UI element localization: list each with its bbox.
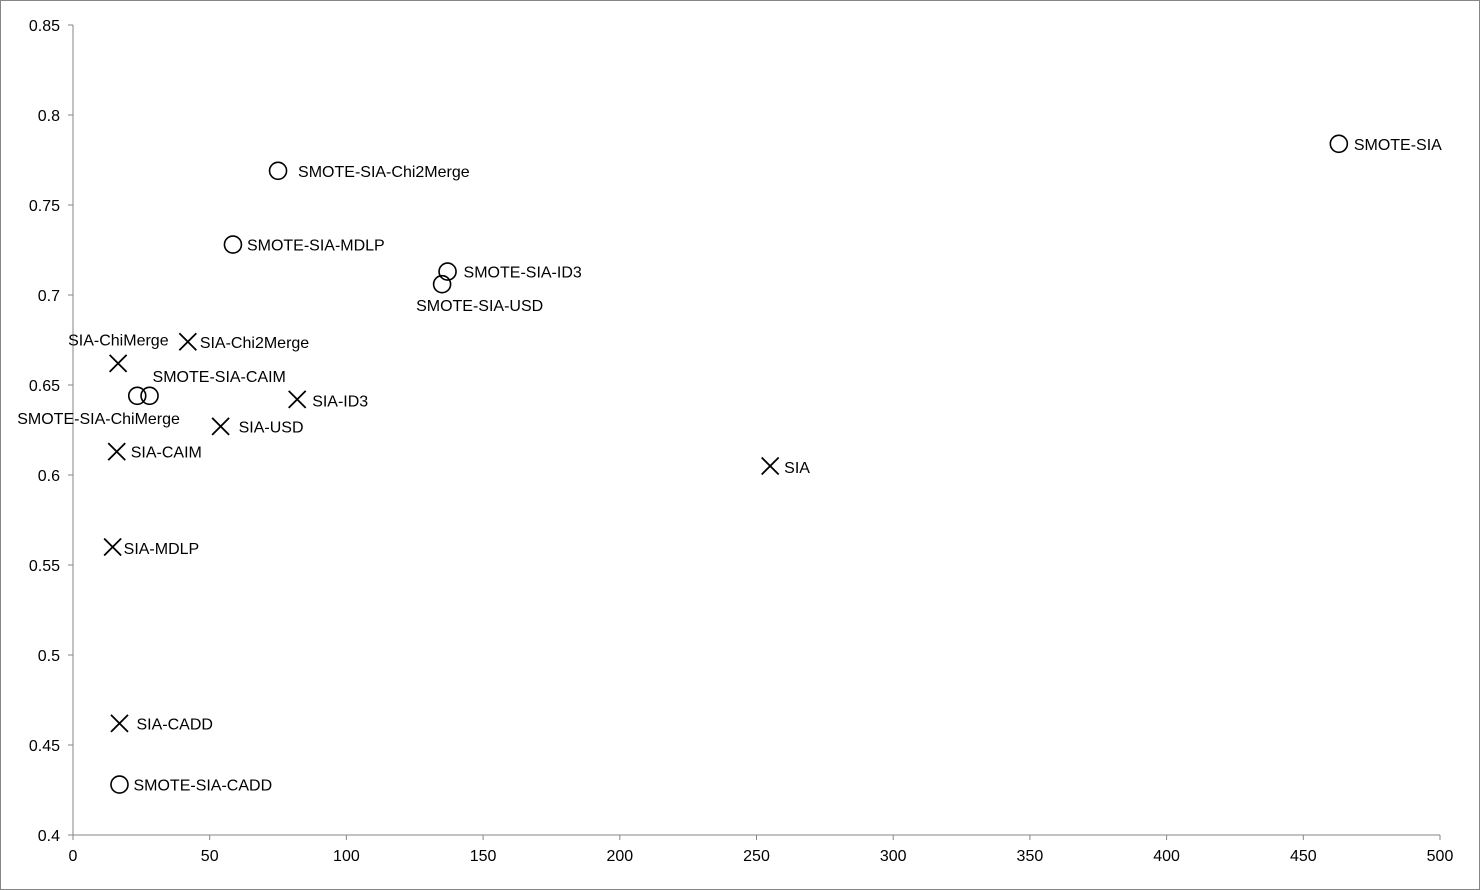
data-point: SMOTE-SIA-ChiMerge bbox=[17, 386, 180, 428]
x-tick-label: 300 bbox=[880, 848, 907, 865]
y-tick-label: 0.7 bbox=[38, 288, 60, 305]
x-marker bbox=[288, 390, 307, 409]
circle-marker bbox=[110, 775, 129, 794]
data-label: SMOTE-SIA-MDLP bbox=[247, 238, 385, 255]
data-label: SIA-MDLP bbox=[124, 541, 200, 558]
data-label: SMOTE-SIA bbox=[1354, 137, 1442, 154]
data-label: SIA-Chi2Merge bbox=[200, 335, 309, 352]
data-point: SIA-MDLP bbox=[103, 537, 200, 558]
data-label: SIA-USD bbox=[239, 419, 304, 436]
x-marker bbox=[108, 354, 128, 373]
x-tick-label: 250 bbox=[743, 848, 770, 865]
circle-marker bbox=[140, 386, 159, 406]
data-point: SIA-ChiMerge bbox=[68, 332, 169, 373]
data-point: SMOTE-SIA-USD bbox=[416, 274, 543, 315]
circle-marker bbox=[1329, 134, 1349, 154]
data-point: SMOTE-SIA-CAIM bbox=[140, 369, 286, 406]
data-point: SIA bbox=[761, 456, 810, 477]
data-label: SMOTE-SIA-CADD bbox=[133, 778, 272, 795]
data-label: SMOTE-SIA-USD bbox=[416, 298, 543, 315]
circle-marker bbox=[268, 161, 288, 181]
x-marker bbox=[178, 332, 197, 351]
y-tick-label: 0.5 bbox=[38, 648, 60, 665]
x-tick-label: 150 bbox=[470, 848, 497, 865]
x-tick-label: 450 bbox=[1290, 848, 1317, 865]
x-tick-label: 400 bbox=[1153, 848, 1180, 865]
x-marker bbox=[103, 537, 122, 557]
x-marker bbox=[110, 714, 129, 733]
data-label: SMOTE-SIA-ChiMerge bbox=[17, 411, 180, 428]
circle-marker bbox=[438, 262, 457, 281]
y-tick-label: 0.75 bbox=[29, 198, 60, 215]
y-tick-label: 0.8 bbox=[38, 108, 60, 125]
x-tick-label: 350 bbox=[1017, 848, 1044, 865]
data-point: SIA-CAIM bbox=[107, 442, 202, 462]
x-marker bbox=[211, 417, 230, 436]
circle-marker bbox=[432, 274, 452, 294]
x-tick-label: 100 bbox=[333, 848, 360, 865]
y-tick-label: 0.6 bbox=[38, 468, 60, 485]
x-tick-label: 50 bbox=[201, 848, 219, 865]
data-point: SMOTE-SIA-ID3 bbox=[438, 262, 582, 282]
data-label: SIA-CAIM bbox=[131, 445, 202, 462]
data-point: SMOTE-SIA bbox=[1329, 134, 1442, 154]
data-point: SMOTE-SIA-Chi2Merge bbox=[268, 161, 470, 181]
x-tick-label: 200 bbox=[606, 848, 633, 865]
y-tick-label: 0.65 bbox=[29, 378, 60, 395]
x-marker bbox=[107, 442, 126, 461]
data-point: SIA-USD bbox=[211, 417, 304, 436]
x-marker bbox=[761, 456, 780, 476]
y-tick-label: 0.45 bbox=[29, 738, 60, 755]
data-label: SIA bbox=[784, 460, 810, 477]
data-label: SMOTE-SIA-ID3 bbox=[464, 265, 582, 282]
data-label: SMOTE-SIA-Chi2Merge bbox=[298, 164, 470, 181]
data-point: SMOTE-SIA-MDLP bbox=[223, 235, 385, 255]
data-label: SIA-ChiMerge bbox=[68, 332, 169, 349]
circle-marker bbox=[127, 386, 147, 406]
data-point: SIA-Chi2Merge bbox=[178, 332, 309, 352]
x-tick-label: 500 bbox=[1427, 848, 1454, 865]
x-tick-label: 0 bbox=[69, 848, 78, 865]
y-tick-label: 0.55 bbox=[29, 558, 60, 575]
y-tick-label: 0.4 bbox=[38, 828, 60, 845]
data-point: SMOTE-SIA-CADD bbox=[110, 775, 272, 795]
data-label: SIA-CADD bbox=[136, 716, 212, 733]
y-tick-label: 0.85 bbox=[29, 18, 60, 35]
circle-marker bbox=[223, 235, 243, 254]
data-label: SMOTE-SIA-CAIM bbox=[153, 369, 286, 386]
data-point: SIA-ID3 bbox=[288, 390, 368, 410]
data-label: SIA-ID3 bbox=[312, 393, 368, 410]
data-point: SIA-CADD bbox=[110, 714, 213, 733]
